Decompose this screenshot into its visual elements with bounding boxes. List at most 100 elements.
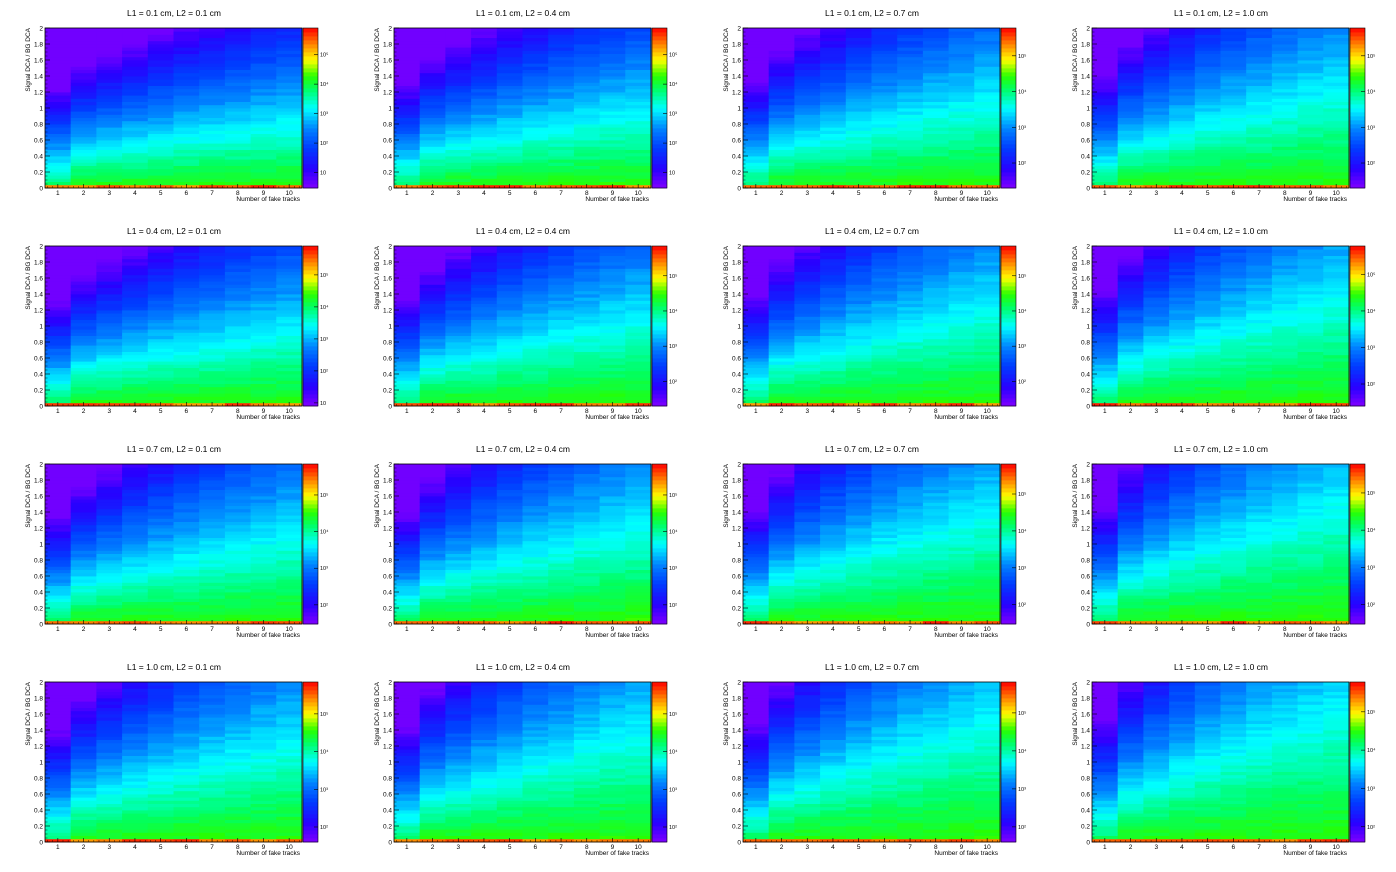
- heatmap-cell: [599, 82, 626, 86]
- heatmap-cell: [871, 47, 898, 51]
- color-bar-segment: [1350, 96, 1365, 101]
- heatmap-cell: [1169, 28, 1196, 32]
- heatmap-cell: [1143, 44, 1170, 48]
- heatmap-cell: [871, 274, 898, 279]
- heatmap-cell: [445, 345, 472, 349]
- color-bar-segment: [1350, 148, 1365, 153]
- heatmap-cell: [948, 319, 975, 324]
- heatmap-cell: [1117, 133, 1144, 138]
- heatmap-cell: [96, 88, 123, 93]
- heatmap-cell: [871, 69, 898, 74]
- heatmap-cell: [1092, 175, 1119, 179]
- heatmap-cell: [1143, 306, 1170, 311]
- heatmap-cell: [871, 56, 898, 61]
- heatmap-cell: [974, 165, 1001, 170]
- color-bar-segment: [1001, 104, 1016, 109]
- heatmap-cell: [276, 143, 303, 147]
- heatmap-cell: [573, 79, 600, 83]
- heatmap-cell: [96, 258, 123, 263]
- heatmap-cell: [974, 274, 1001, 279]
- heatmap-cell: [147, 374, 174, 378]
- heatmap-cell: [948, 111, 975, 115]
- heatmap-cell: [820, 329, 847, 333]
- heatmap-cell: [1117, 124, 1144, 128]
- heatmap-cell: [820, 63, 847, 67]
- heatmap-cell: [974, 172, 1001, 176]
- heatmap-cell: [897, 181, 924, 186]
- heatmap-cell: [96, 120, 123, 125]
- heatmap-cell: [522, 322, 549, 327]
- heatmap-cell: [471, 377, 498, 381]
- heatmap-cell: [599, 140, 626, 144]
- heatmap-cell: [1323, 124, 1350, 128]
- heatmap-cell: [948, 390, 975, 394]
- heatmap-cell: [794, 268, 821, 272]
- heatmap-cell: [496, 297, 523, 301]
- heatmap-cell: [1092, 390, 1119, 394]
- chart-title: L1 = 0.1 cm, L2 = 0.4 cm: [476, 8, 570, 18]
- color-bar-segment: [652, 330, 667, 335]
- heatmap-cell: [45, 53, 72, 58]
- heatmap-cell: [419, 44, 446, 48]
- color-bar-segment: [652, 92, 667, 97]
- heatmap-cell: [445, 338, 472, 343]
- heatmap-cell: [845, 117, 872, 122]
- heatmap-cell: [1271, 72, 1298, 77]
- heatmap-cell: [625, 37, 652, 42]
- heatmap-cell: [625, 322, 652, 327]
- y-tick-label: 2: [39, 243, 43, 250]
- heatmap-cell: [1143, 287, 1170, 292]
- heatmap-cell: [224, 172, 251, 176]
- heatmap-cell: [522, 252, 549, 256]
- heatmap-cell: [394, 152, 421, 157]
- heatmap-cell: [625, 374, 652, 378]
- heatmap-cell: [276, 393, 303, 397]
- heatmap-cell: [147, 156, 174, 160]
- heatmap-cell: [522, 92, 549, 96]
- heatmap-cell: [224, 72, 251, 77]
- color-bar-segment: [303, 172, 318, 177]
- chart-title: L1 = 0.4 cm, L2 = 0.1 cm: [127, 226, 221, 236]
- heatmap-cell: [394, 104, 421, 109]
- color-bar-segment: [652, 32, 667, 37]
- heatmap-cell: [1092, 178, 1119, 182]
- heatmap-cell: [625, 300, 652, 304]
- color-bar-segment: [652, 104, 667, 109]
- heatmap-cell: [768, 390, 795, 394]
- heatmap-cell: [794, 127, 821, 131]
- heatmap-cell: [768, 44, 795, 48]
- heatmap-cell: [250, 335, 277, 340]
- heatmap-cell: [1194, 319, 1221, 324]
- heatmap-cell: [1194, 399, 1221, 404]
- heatmap-cell: [224, 374, 251, 378]
- heatmap-cell: [122, 278, 149, 282]
- heatmap-cell: [794, 162, 821, 166]
- heatmap-cell: [948, 31, 975, 35]
- heatmap-cell: [224, 88, 251, 93]
- heatmap-cell: [625, 367, 652, 372]
- heatmap-cell: [922, 44, 949, 48]
- heatmap-cell: [276, 136, 303, 141]
- heatmap-cell: [496, 130, 523, 134]
- heatmap-cell: [974, 120, 1001, 125]
- color-bar-segment: [1350, 72, 1365, 77]
- heatmap-cell: [871, 98, 898, 102]
- heatmap-cell: [70, 95, 97, 99]
- heatmap-cell: [471, 56, 498, 61]
- heatmap-cell: [122, 271, 149, 276]
- heatmap-cell: [897, 172, 924, 176]
- heatmap-cell: [948, 172, 975, 176]
- heatmap-cell: [471, 396, 498, 400]
- heatmap-cell: [445, 306, 472, 311]
- heatmap-cell: [948, 34, 975, 38]
- y-tick-label: 1: [737, 105, 741, 112]
- heatmap-cell: [419, 108, 446, 112]
- heatmap-cell: [794, 294, 821, 298]
- heatmap-cell: [1143, 316, 1170, 320]
- heatmap-cell: [820, 66, 847, 70]
- heatmap-cell: [45, 37, 72, 42]
- heatmap-cell: [394, 117, 421, 122]
- heatmap-cell: [1246, 88, 1273, 93]
- heatmap-cell: [548, 63, 575, 67]
- heatmap-cell: [948, 114, 975, 118]
